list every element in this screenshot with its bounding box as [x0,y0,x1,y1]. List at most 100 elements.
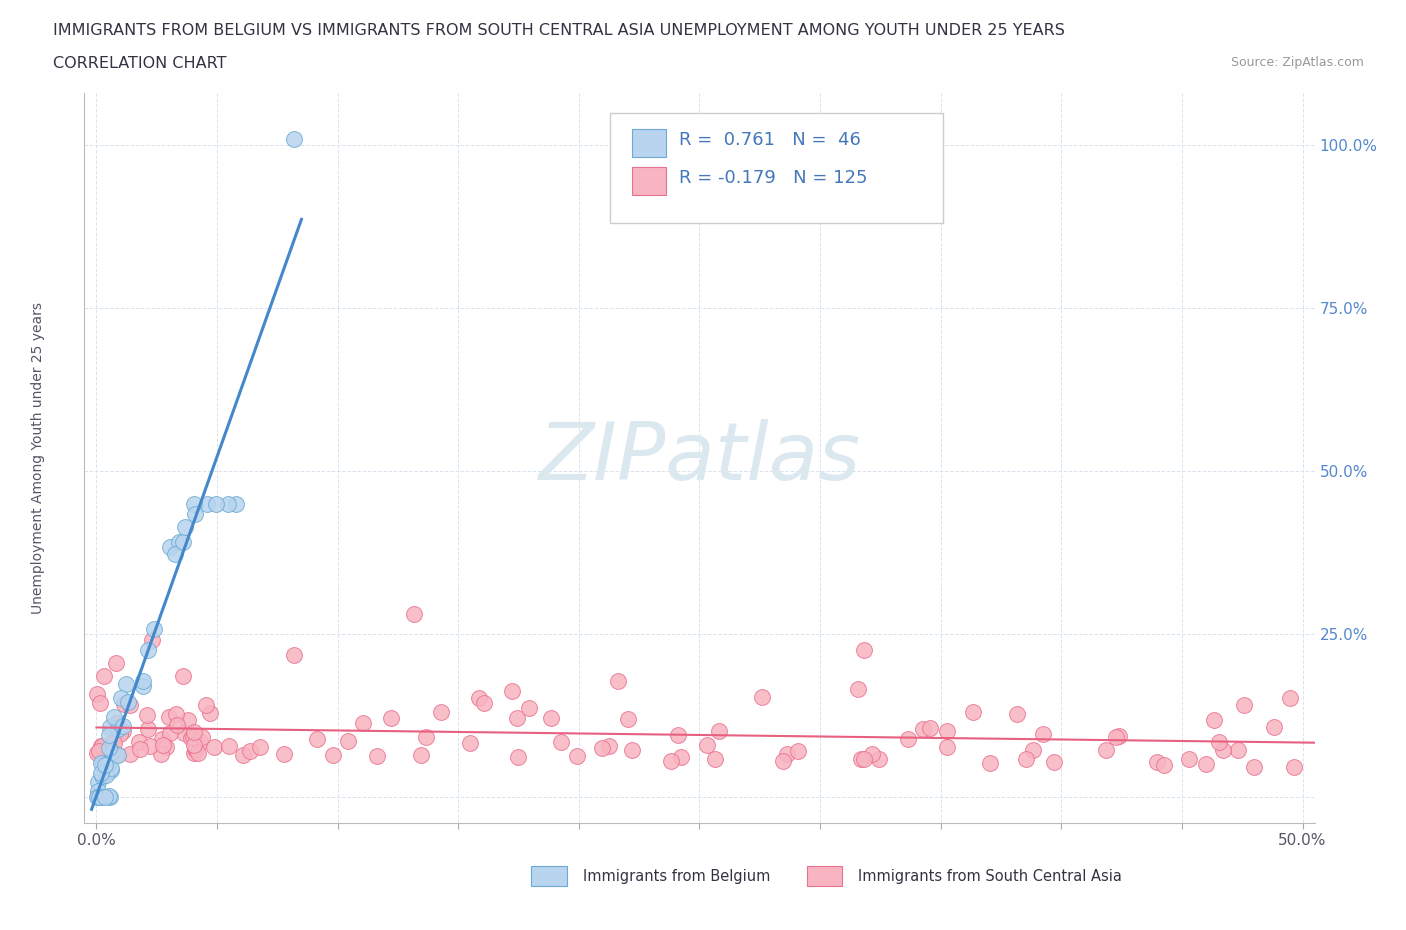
Point [205,497,228,512]
Point [167,535,190,550]
Point [380,711,402,725]
Point [198,706,221,721]
Point [202,739,225,754]
Point [112,697,135,711]
Point [550,735,572,750]
Point [786,743,808,758]
Point [107,722,129,737]
Text: R =  0.761   N =  46: R = 0.761 N = 46 [679,131,860,150]
Point [105,746,128,761]
Point [1022,742,1045,757]
Point [1014,751,1036,766]
FancyBboxPatch shape [531,866,567,886]
Point [225,497,247,512]
Point [86,790,108,804]
Point [100,761,122,776]
Point [132,679,155,694]
Point [89,696,111,711]
Point [458,736,481,751]
Point [163,547,186,562]
Point [110,726,132,741]
Point [468,690,491,705]
Point [101,745,124,760]
Point [1094,743,1116,758]
Point [94,758,117,773]
Point [183,507,205,522]
Point [239,743,262,758]
Point [1204,712,1226,727]
Point [772,753,794,768]
Point [98,720,121,735]
Point [598,738,620,753]
Text: Source: ZipAtlas.com: Source: ZipAtlas.com [1230,56,1364,69]
Point [1105,729,1128,744]
Point [97,789,120,804]
Point [107,748,129,763]
FancyBboxPatch shape [631,128,666,156]
Point [283,131,305,146]
Point [166,718,188,733]
Point [117,695,139,710]
Point [217,497,239,512]
Point [979,756,1001,771]
Point [918,720,941,735]
Point [159,725,181,740]
Point [173,725,195,740]
Point [540,711,562,725]
Point [136,643,159,658]
Point [962,704,984,719]
Point [97,757,120,772]
Point [411,748,433,763]
Point [1227,742,1250,757]
Point [1284,759,1306,774]
Point [430,705,453,720]
Text: IMMIGRANTS FROM BELGIUM VS IMMIGRANTS FROM SOUTH CENTRAL ASIA UNEMPLOYMENT AMONG: IMMIGRANTS FROM BELGIUM VS IMMIGRANTS FR… [53,23,1066,38]
Point [177,713,200,728]
Point [90,738,112,753]
Point [415,729,437,744]
Point [143,622,166,637]
Point [100,745,122,760]
FancyBboxPatch shape [807,866,842,886]
Point [897,732,920,747]
Point [98,740,121,755]
Point [846,681,869,696]
Point [136,708,159,723]
Point [616,711,638,726]
Point [96,764,118,779]
Point [591,741,613,756]
Point [105,715,128,730]
Point [183,724,205,739]
Point [1208,735,1230,750]
Point [103,710,125,724]
Point [128,734,150,749]
Point [666,728,689,743]
Point [1032,726,1054,741]
Point [112,718,135,733]
Point [402,607,425,622]
Point [1212,742,1234,757]
Point [1263,720,1285,735]
Point [150,732,173,747]
Point [91,739,114,754]
Point [1178,751,1201,766]
Text: Immigrants from South Central Asia: Immigrants from South Central Asia [858,869,1122,883]
Point [851,751,873,766]
Point [1194,756,1216,771]
Point [149,747,172,762]
Point [751,689,773,704]
Point [90,790,112,804]
Point [352,716,374,731]
Point [87,774,110,789]
Point [112,724,135,738]
Point [853,751,876,766]
Point [136,722,159,737]
Point [89,790,111,804]
Point [273,747,295,762]
Point [90,738,112,753]
Point [1146,755,1168,770]
Point [186,741,208,756]
Text: R = -0.179   N = 125: R = -0.179 N = 125 [679,169,868,188]
Point [90,756,112,771]
Point [911,722,934,737]
